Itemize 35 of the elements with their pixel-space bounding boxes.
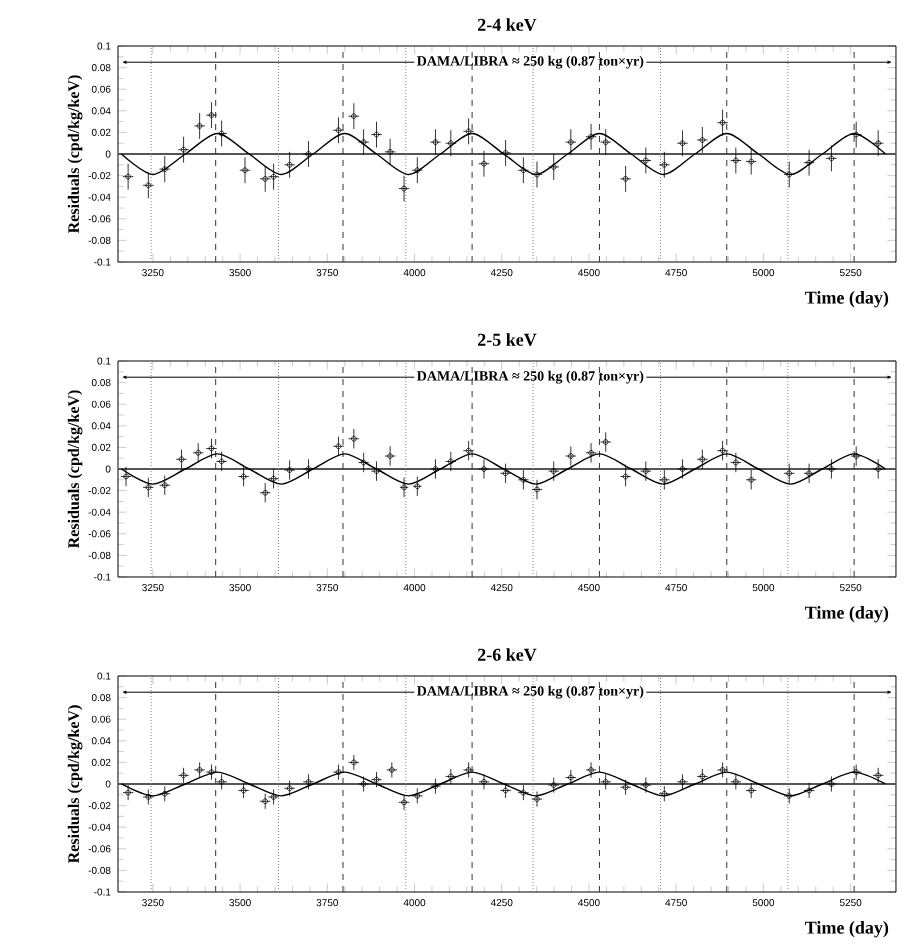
point (643, 782, 649, 788)
point (828, 781, 835, 787)
point (588, 767, 594, 773)
point (679, 466, 686, 472)
point (305, 466, 312, 472)
point (853, 769, 859, 775)
y-axis-title: Residuals (cpd/kg/keV) (67, 705, 83, 864)
point (534, 796, 540, 802)
point (373, 468, 380, 474)
point (786, 793, 793, 799)
point (387, 453, 393, 459)
point (145, 794, 152, 800)
chart-title: 2-6 keV (477, 648, 537, 661)
point (550, 782, 557, 788)
x-axis-title: Time (day) (805, 606, 889, 623)
point (432, 466, 439, 472)
x-axis-title: Time (day) (805, 921, 889, 938)
point (389, 767, 395, 773)
point (828, 466, 835, 472)
point (568, 453, 574, 459)
point (414, 793, 421, 799)
chart-title: 2-4 keV (477, 18, 537, 31)
point (481, 466, 487, 472)
point (719, 767, 726, 773)
point (335, 769, 342, 775)
y-axis-title: Residuals (cpd/kg/keV) (67, 75, 83, 234)
y-axis-title: Residuals (cpd/kg/keV) (67, 390, 83, 549)
point (853, 453, 859, 459)
x-axis-title: Time (day) (805, 291, 889, 308)
point (270, 794, 277, 800)
chart-title: 2-5 keV (477, 333, 537, 346)
point (465, 767, 472, 773)
point (360, 781, 367, 787)
point (286, 467, 293, 473)
point (602, 439, 609, 445)
